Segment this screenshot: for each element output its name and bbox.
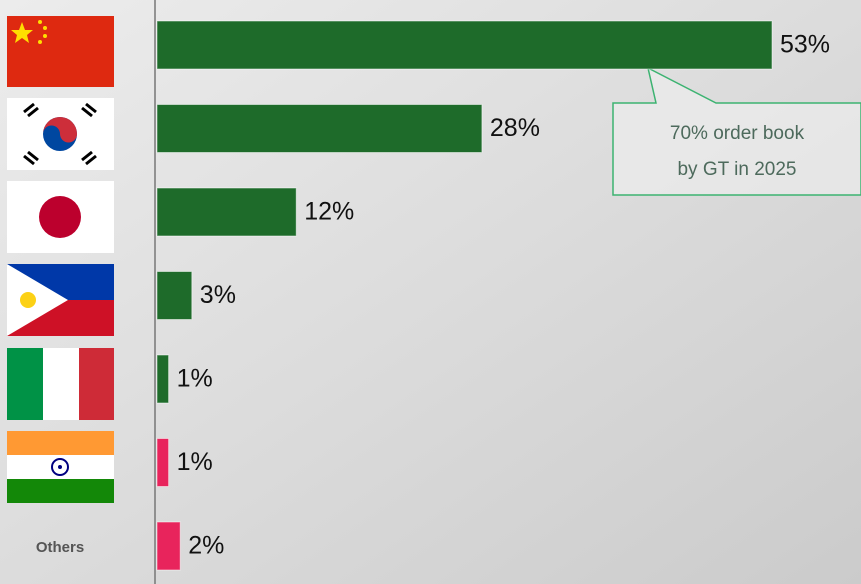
bar — [157, 355, 169, 403]
category-label: Others — [36, 539, 84, 556]
value-label: 2% — [188, 532, 224, 560]
bar — [157, 188, 296, 236]
annotation-line: by GT in 2025 — [677, 159, 796, 180]
value-label: 12% — [304, 198, 354, 226]
flag-italy — [7, 348, 114, 420]
flag-china — [7, 16, 114, 87]
value-label: 3% — [200, 281, 236, 309]
annotation-line: 70% order book — [670, 123, 805, 144]
flag-india — [7, 431, 114, 503]
flag-japan — [7, 181, 114, 253]
background — [0, 0, 861, 584]
bar — [157, 21, 772, 69]
bar — [157, 105, 482, 153]
chart: 70% order book by GT in 2025 53% 28% 12% 3%… — [0, 0, 861, 584]
bar — [157, 272, 192, 320]
bar — [157, 522, 180, 570]
bar — [157, 439, 169, 487]
value-label: 53% — [780, 31, 830, 59]
value-label: 28% — [490, 114, 540, 142]
value-label: 1% — [177, 365, 213, 393]
flag-philippines — [7, 264, 114, 336]
value-label: 1% — [177, 448, 213, 476]
flag-korea — [7, 98, 114, 170]
